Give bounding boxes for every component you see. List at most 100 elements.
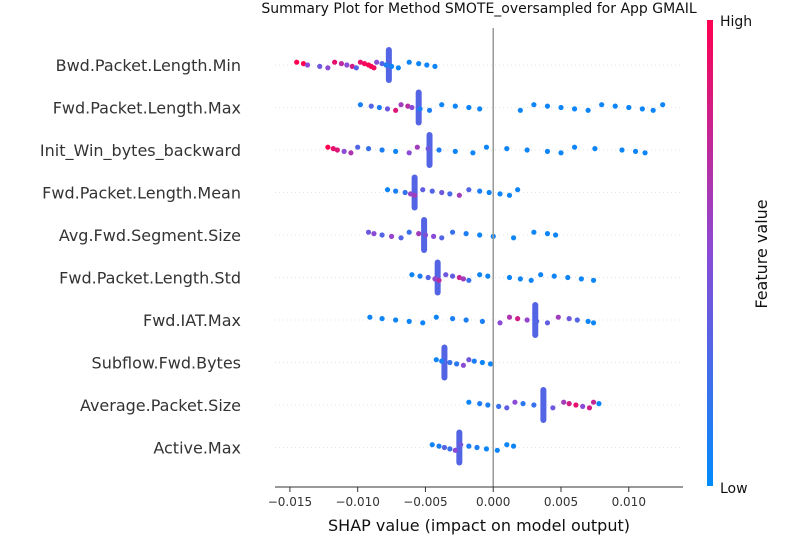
shap-point xyxy=(371,231,377,237)
shap-point xyxy=(486,189,492,196)
shap-point xyxy=(361,61,368,67)
shap-point xyxy=(355,144,361,150)
x-axis-ticks: −0.015 −0.010 −0.005 0.000 0.005 0.010 xyxy=(268,487,646,509)
shap-point xyxy=(407,191,414,197)
shap-point xyxy=(650,107,656,113)
shap-point xyxy=(466,357,472,363)
shap-point xyxy=(357,102,363,108)
shap-point xyxy=(393,107,399,113)
x-tick-label: −0.015 xyxy=(268,495,312,509)
shap-point xyxy=(393,317,399,323)
shap-point xyxy=(534,318,540,324)
shap-point xyxy=(376,104,382,111)
shap-point xyxy=(477,272,483,278)
shap-point xyxy=(384,106,391,112)
shap-point xyxy=(573,402,579,408)
shap-point xyxy=(524,147,530,153)
shap-point xyxy=(432,276,438,282)
shap-point xyxy=(504,442,510,448)
density-spike xyxy=(434,259,441,296)
shap-point xyxy=(409,104,415,111)
feature-row: Average.Packet.Size xyxy=(80,387,683,423)
feature-label: Subflow.Fwd.Bytes xyxy=(92,354,241,373)
shap-point xyxy=(520,401,526,407)
feature-label: Bwd.Packet.Length.Min xyxy=(56,56,241,75)
shap-point xyxy=(449,229,456,235)
feature-label: Fwd.IAT.Max xyxy=(143,311,241,330)
shap-point xyxy=(619,147,625,153)
shap-point xyxy=(452,447,458,453)
shap-point xyxy=(515,187,521,193)
shap-point xyxy=(487,361,494,367)
shap-point xyxy=(406,150,412,156)
shap-point xyxy=(456,192,462,198)
feature-row: Fwd.Packet.Length.Max xyxy=(53,89,683,126)
shap-point xyxy=(517,276,523,282)
shap-point xyxy=(566,401,572,407)
feature-row: Init_Win_bytes_backward xyxy=(40,132,683,168)
shap-point xyxy=(317,63,323,69)
shap-point xyxy=(504,405,510,411)
shap-point xyxy=(466,443,472,449)
shap-point xyxy=(436,147,442,153)
shap-point xyxy=(417,106,423,112)
shap-point xyxy=(395,65,401,71)
shap-point xyxy=(585,318,591,324)
shap-point xyxy=(512,399,518,405)
shap-point xyxy=(466,187,472,193)
shap-point xyxy=(441,444,448,451)
shap-point xyxy=(379,316,385,322)
shap-point xyxy=(429,188,435,194)
shap-point xyxy=(332,59,338,65)
shap-point xyxy=(466,399,472,405)
shap-point xyxy=(494,447,500,453)
shap-point xyxy=(452,103,458,109)
shap-point xyxy=(349,63,355,69)
x-tick-label: 0.010 xyxy=(612,495,646,509)
density-spike xyxy=(385,47,392,83)
colorbar-title: Feature value xyxy=(752,199,771,308)
shap-point xyxy=(551,273,557,279)
feature-row: Active.Max xyxy=(153,429,683,466)
shap-point xyxy=(425,274,431,281)
shap-point xyxy=(463,231,469,237)
shap-point xyxy=(544,231,551,237)
colorbar-low-label: Low xyxy=(720,481,748,497)
shap-point xyxy=(561,399,567,405)
shap-point xyxy=(433,357,439,363)
shap-point xyxy=(531,402,537,408)
shap-point xyxy=(420,320,426,326)
shap-point xyxy=(424,62,430,68)
shap-point xyxy=(447,446,453,452)
shap-point xyxy=(374,59,380,65)
shap-point xyxy=(379,232,385,238)
feature-label: Avg.Fwd.Segment.Size xyxy=(59,226,241,245)
shap-point xyxy=(402,189,408,196)
shap-point xyxy=(426,107,433,113)
shap-point xyxy=(544,148,551,154)
shap-point xyxy=(660,102,666,108)
shap-point xyxy=(477,232,483,238)
feature-label: Init_Win_bytes_backward xyxy=(40,141,241,161)
shap-point xyxy=(524,317,530,323)
shap-point xyxy=(439,358,445,364)
shap-point xyxy=(416,231,422,237)
shap-point xyxy=(357,59,363,65)
feature-label: Fwd.Packet.Length.Mean xyxy=(42,184,241,203)
x-tick-label: 0.005 xyxy=(544,495,578,509)
shap-point xyxy=(439,235,445,241)
shap-point xyxy=(353,65,359,71)
shap-point xyxy=(485,273,491,279)
shap-point xyxy=(477,106,483,112)
feature-row: Subflow.Fwd.Bytes xyxy=(92,344,683,381)
shap-point xyxy=(483,446,490,452)
shap-point xyxy=(596,401,602,407)
shap-point xyxy=(447,359,453,366)
shap-point xyxy=(416,61,422,67)
shap-point xyxy=(571,106,578,112)
shap-point xyxy=(436,277,442,283)
shap-point xyxy=(449,273,456,279)
shap-point xyxy=(558,104,564,111)
shap-point xyxy=(414,144,420,150)
shap-point xyxy=(544,320,551,326)
